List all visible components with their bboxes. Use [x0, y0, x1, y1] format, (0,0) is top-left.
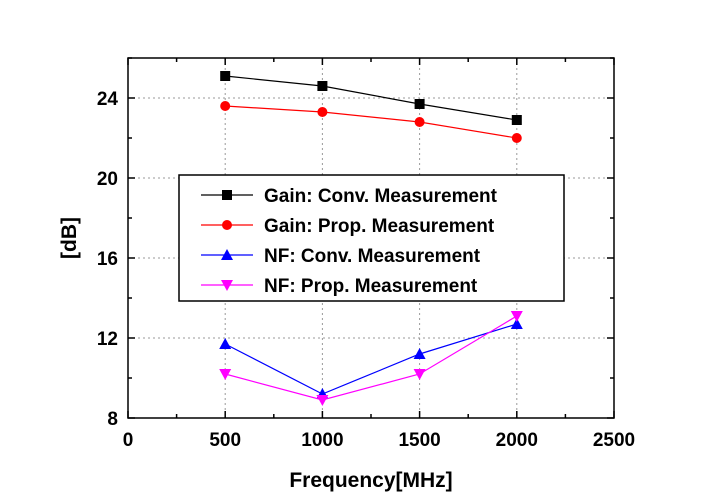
legend-marker	[221, 280, 233, 291]
x-tick-label: 2000	[496, 430, 538, 451]
data-point	[413, 369, 426, 380]
series-layer	[219, 71, 523, 406]
legend-label: NF: Conv. Measurement	[264, 246, 481, 267]
legend-label: Gain: Prop. Measurement	[264, 216, 495, 237]
legend-label: Gain: Conv. Measurement	[264, 186, 498, 207]
legend-marker	[222, 190, 232, 200]
data-point	[414, 117, 425, 127]
legend-item: Gain: Conv. Measurement	[201, 186, 498, 207]
series-3	[219, 318, 523, 399]
data-point	[413, 348, 426, 359]
y-tick-label: 24	[97, 89, 119, 110]
series-line	[224, 323, 517, 395]
data-point	[220, 101, 231, 111]
series-4	[219, 311, 523, 406]
legend-marker	[221, 249, 233, 260]
data-point	[316, 395, 329, 406]
x-axis-title: Frequency[MHz]	[289, 469, 452, 492]
legend-item: Gain: Prop. Measurement	[201, 216, 495, 237]
data-point	[220, 71, 231, 81]
data-point	[414, 99, 425, 109]
legend: Gain: Conv. Measurement Gain: Prop. Measu…	[178, 174, 565, 302]
legend-label: NF: Prop. Measurement	[264, 276, 478, 297]
y-tick-label: 16	[97, 249, 118, 270]
series-line	[225, 75, 517, 121]
legend-box	[178, 174, 565, 302]
series-line	[225, 315, 518, 401]
y-tick-label: 12	[97, 329, 118, 350]
legend-item: NF: Prop. Measurement	[201, 276, 478, 297]
x-tick-label: 1000	[301, 430, 343, 451]
legend-marker	[222, 220, 232, 230]
y-tick-labels: 8 12 16 20 24	[97, 89, 119, 430]
x-tick-label: 2500	[593, 430, 635, 451]
x-tick-label: 0	[123, 430, 134, 451]
data-point	[510, 318, 523, 329]
series-2	[220, 101, 522, 143]
data-point	[219, 338, 232, 349]
series-1	[220, 71, 522, 125]
legend-item: NF: Conv. Measurement	[201, 246, 481, 267]
data-point	[317, 107, 328, 117]
x-tick-label: 500	[209, 430, 241, 451]
x-tick-label: 1500	[398, 430, 440, 451]
data-point	[510, 311, 523, 322]
x-tick-labels: 0 500 1000 1500 2000 2500	[123, 430, 635, 451]
series-line	[225, 105, 517, 139]
data-point	[317, 81, 328, 91]
data-point	[511, 115, 522, 125]
axis-ticks	[127, 57, 615, 419]
data-point	[219, 369, 232, 380]
y-tick-label: 20	[97, 169, 118, 190]
data-point	[511, 133, 522, 143]
y-tick-label: 8	[107, 409, 118, 430]
y-axis-title: [dB]	[58, 217, 81, 259]
